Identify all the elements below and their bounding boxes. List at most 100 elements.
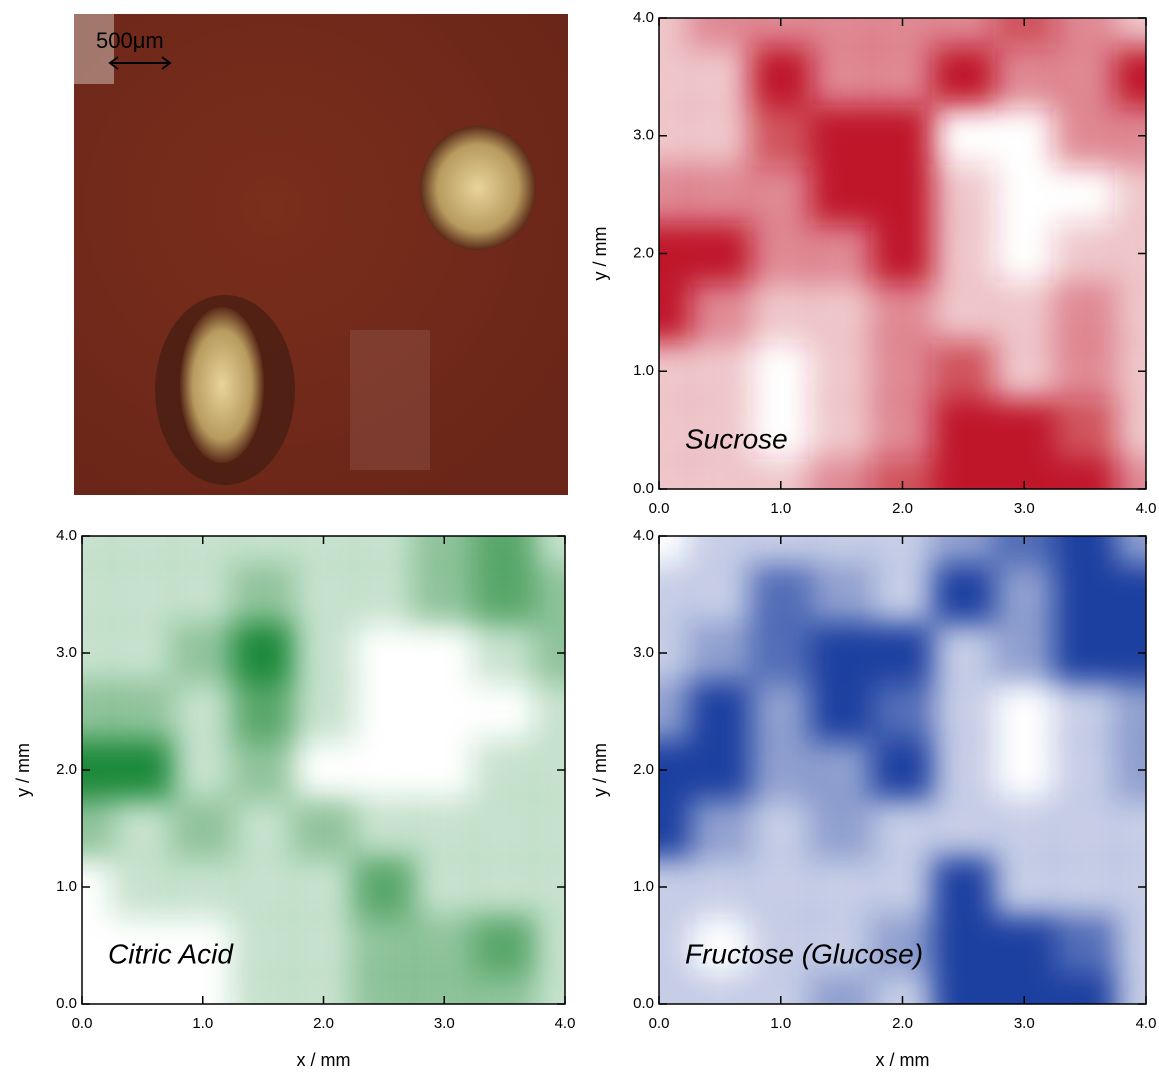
cell <box>413 857 475 918</box>
cell <box>1115 681 1159 742</box>
cell <box>749 164 812 225</box>
y-axis-label: y / mm <box>590 227 610 281</box>
cell <box>1054 681 1117 742</box>
y-tick-label: 2.0 <box>633 761 654 778</box>
cell <box>688 564 751 625</box>
cell <box>172 740 234 801</box>
cell <box>1054 857 1117 918</box>
cell <box>932 681 995 742</box>
cell <box>172 681 234 742</box>
cell <box>111 681 173 742</box>
cell <box>871 105 934 166</box>
y-tick-label: 4.0 <box>633 9 654 26</box>
cell <box>993 46 1056 107</box>
cell <box>810 623 873 684</box>
cell <box>932 46 995 107</box>
cell <box>1054 46 1117 107</box>
x-tick-label: 0.0 <box>649 500 670 517</box>
cell <box>1054 623 1117 684</box>
cell <box>932 341 995 402</box>
x-tick-label: 3.0 <box>1014 1015 1035 1032</box>
cell <box>1115 164 1159 225</box>
x-tick-label: 0.0 <box>649 1015 670 1032</box>
y-axis-label: y / mm <box>590 743 610 797</box>
chart: 0.01.02.03.04.00.01.02.03.04.0Sucrosey /… <box>590 0 1159 519</box>
y-tick-label: 3.0 <box>633 644 654 661</box>
photo: 500μm <box>74 14 568 495</box>
y-tick-label: 0.0 <box>633 995 654 1012</box>
cell <box>749 681 812 742</box>
cell <box>932 164 995 225</box>
y-tick-label: 0.0 <box>56 995 77 1012</box>
cell <box>1054 0 1117 48</box>
cell <box>1115 915 1159 976</box>
cell <box>810 740 873 801</box>
cell <box>413 681 475 742</box>
chart-title: Sucrose <box>685 423 788 454</box>
cell <box>1115 46 1159 107</box>
cell <box>292 857 354 918</box>
cell <box>688 105 751 166</box>
chart: 0.01.02.03.04.00.01.02.03.04.0Fructose (… <box>590 506 1159 1070</box>
x-tick-label: 0.0 <box>72 1015 93 1032</box>
cell <box>932 623 995 684</box>
cell <box>232 740 294 801</box>
cell <box>1054 740 1117 801</box>
x-tick-label: 1.0 <box>192 1015 213 1032</box>
cell <box>413 623 475 684</box>
cell <box>292 915 354 976</box>
cell <box>1054 223 1117 284</box>
cell <box>871 46 934 107</box>
cell <box>111 857 173 918</box>
cell <box>1054 915 1117 976</box>
y-tick-label: 0.0 <box>633 480 654 497</box>
cell <box>473 564 535 625</box>
cell <box>993 915 1056 976</box>
chart-title: Citric Acid <box>108 938 234 969</box>
cell <box>292 681 354 742</box>
cell <box>932 0 995 48</box>
cell <box>932 857 995 918</box>
cell <box>473 623 535 684</box>
cell <box>810 105 873 166</box>
cell <box>1054 564 1117 625</box>
cell <box>1054 341 1117 402</box>
cell <box>993 798 1056 859</box>
cell <box>353 857 415 918</box>
cell <box>932 105 995 166</box>
cell <box>749 740 812 801</box>
chart-title: Fructose (Glucose) <box>685 938 923 969</box>
cell <box>111 798 173 859</box>
cell <box>172 623 234 684</box>
cell <box>292 740 354 801</box>
cell <box>749 341 812 402</box>
cell <box>1054 105 1117 166</box>
cell <box>810 164 873 225</box>
x-axis-label: x / mm <box>876 1050 930 1070</box>
cell <box>993 623 1056 684</box>
cell <box>688 282 751 343</box>
figure: 500μm 0.01.02.03.04.00.01.02.03.04.0Sucr… <box>0 0 1159 1072</box>
y-tick-label: 2.0 <box>633 244 654 261</box>
cell <box>932 223 995 284</box>
cell <box>473 740 535 801</box>
cell <box>688 0 751 48</box>
cell <box>932 915 995 976</box>
cell <box>749 857 812 918</box>
cell <box>810 681 873 742</box>
cell <box>111 564 173 625</box>
cell <box>1054 798 1117 859</box>
cell <box>473 681 535 742</box>
cell <box>993 282 1056 343</box>
cell <box>688 46 751 107</box>
cell <box>1115 798 1159 859</box>
cell <box>810 798 873 859</box>
cell <box>810 0 873 48</box>
cell <box>749 564 812 625</box>
cell <box>993 857 1056 918</box>
x-tick-label: 1.0 <box>770 1015 791 1032</box>
cell <box>1115 740 1159 801</box>
cell <box>871 223 934 284</box>
cell <box>473 798 535 859</box>
